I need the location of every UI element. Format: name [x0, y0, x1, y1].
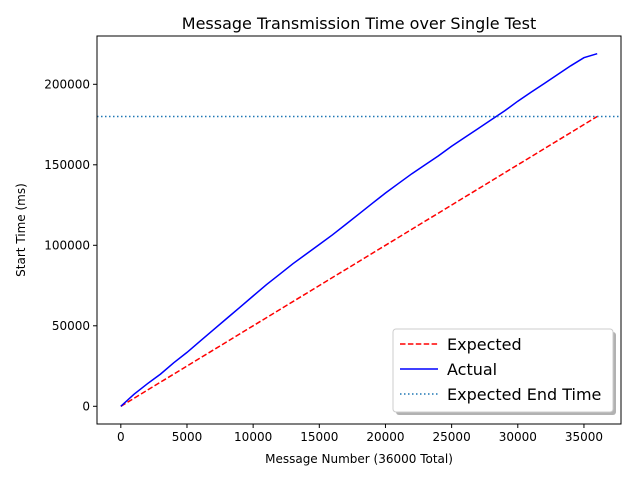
- legend: Expected Actual Expected End Time: [392, 328, 616, 415]
- x-tick-label: 10000: [234, 430, 272, 444]
- x-tick-label: 0: [117, 430, 125, 444]
- x-tick-label: 35000: [565, 430, 603, 444]
- x-axis: 0 5000 10000 15000 20000 25000 30000 35000: [117, 424, 603, 444]
- y-tick-label: 50000: [52, 319, 90, 333]
- plot-frame: [96, 35, 622, 425]
- x-tick-label: 15000: [300, 430, 338, 444]
- x-tick-label: 25000: [433, 430, 471, 444]
- y-tick-label: 150000: [44, 158, 90, 172]
- x-tick-label: 20000: [366, 430, 404, 444]
- y-axis-label: Start Time (ms): [14, 183, 28, 277]
- chart-title: Message Transmission Time over Single Te…: [182, 14, 536, 33]
- y-tick-label: 200000: [44, 77, 90, 91]
- plot-area: [97, 52, 621, 407]
- series-expected-line: [120, 115, 598, 407]
- legend-label: Expected: [447, 335, 522, 354]
- x-tick-label: 5000: [172, 430, 203, 444]
- x-axis-label: Message Number (36000 Total): [265, 452, 453, 466]
- y-tick-label: 0: [82, 399, 90, 413]
- legend-label: Actual: [447, 360, 497, 379]
- legend-box: [392, 328, 614, 413]
- legend-label: Expected End Time: [447, 385, 601, 404]
- series-actual-line: [120, 52, 598, 407]
- y-tick-label: 100000: [44, 238, 90, 252]
- y-axis: 0 50000 100000 150000 200000: [44, 77, 97, 413]
- x-tick-label: 30000: [499, 430, 537, 444]
